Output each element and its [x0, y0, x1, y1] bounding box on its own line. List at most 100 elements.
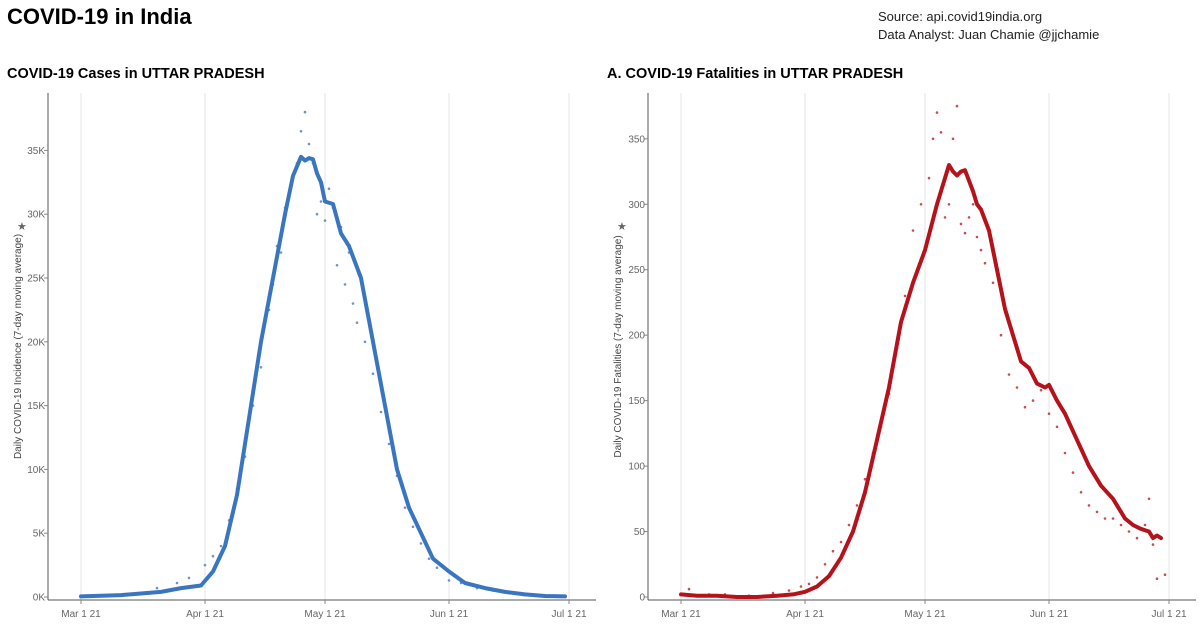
cases-y-tick-label: 35K — [27, 146, 45, 157]
cases-x-tick-label: Mar 1 21 — [61, 609, 101, 620]
cases-pin-icon: ★ — [17, 221, 27, 233]
fatalities-daily-point — [1119, 523, 1123, 527]
fatalities-daily-point — [927, 176, 931, 180]
fatalities-x-tick-label: Jul 1 21 — [1151, 609, 1186, 620]
fatalities-daily-point — [1103, 517, 1107, 520]
cases-chart-title: COVID-19 Cases in UTTAR PRADESH — [7, 66, 265, 82]
cases-daily-point — [319, 200, 323, 203]
cases-daily-point — [379, 410, 383, 414]
fatalities-daily-point — [1163, 573, 1167, 576]
cases-daily-point — [387, 442, 391, 446]
fatalities-y-tick-label: 300 — [628, 200, 645, 211]
cases-y-tick-label: 10K — [27, 465, 45, 476]
fatalities-daily-point — [991, 281, 995, 285]
analyst-text: Data Analyst: Juan Chamie @jjchamie — [878, 27, 1100, 42]
fatalities-daily-point — [1071, 471, 1075, 474]
cases-daily-point — [419, 542, 423, 545]
fatalities-daily-point — [1087, 504, 1091, 507]
fatalities-daily-point — [815, 576, 819, 579]
fatalities-daily-point — [831, 549, 835, 553]
fatalities-pin-icon: ★ — [617, 221, 627, 233]
fatalities-daily-point — [943, 216, 947, 219]
fatalities-y-tick-label: 0 — [639, 593, 645, 604]
fatalities-daily-point — [807, 582, 811, 586]
fatalities-daily-point — [959, 222, 963, 226]
fatalities-daily-point — [687, 587, 691, 591]
fatalities-daily-point — [971, 203, 975, 206]
fatalities-y-tick-label: 350 — [628, 134, 645, 145]
fatalities-daily-point — [975, 235, 979, 239]
cases-daily-point — [307, 142, 311, 146]
fatalities-daily-point — [955, 104, 959, 108]
cases-x-tick-label: May 1 21 — [304, 609, 346, 620]
cases-daily-point — [327, 187, 331, 190]
fatalities-daily-point — [1127, 530, 1131, 533]
cases-daily-point — [411, 525, 415, 529]
cases-y-tick-label: 0K — [33, 593, 46, 604]
fatalities-daily-point — [1031, 399, 1035, 402]
fatalities-y-tick-label: 200 — [628, 331, 645, 342]
cases-daily-point — [203, 563, 207, 567]
cases-daily-point — [351, 302, 355, 305]
cases-daily-point — [427, 557, 431, 560]
cases-y-tick-label: 30K — [27, 210, 45, 221]
cases-daily-point — [447, 579, 451, 582]
cases-x-tick-label: Apr 1 21 — [186, 609, 224, 620]
cases-y-tick-label: 20K — [27, 337, 45, 348]
cases-daily-point — [355, 321, 359, 324]
fatalities-daily-point — [1055, 425, 1059, 429]
fatalities-y-tick-label: 50 — [634, 527, 646, 538]
fatalities-x-tick-label: May 1 21 — [904, 609, 946, 620]
cases-x-tick-label: Jun 1 21 — [430, 609, 469, 620]
cases-daily-point — [323, 219, 327, 222]
fatalities-y-tick-label: 100 — [628, 462, 645, 473]
source-credit: Source: api.covid19india.org Data Analys… — [878, 8, 1099, 44]
fatalities-daily-point — [1047, 412, 1051, 416]
fatalities-daily-point — [1079, 491, 1083, 494]
fatalities-daily-point — [1007, 373, 1011, 376]
fatalities-moving-average-line — [679, 163, 1163, 599]
cases-daily-point — [343, 283, 347, 286]
cases-y-tick-label: 25K — [27, 274, 45, 285]
cases-daily-point — [363, 340, 367, 344]
cases-y-axis-label: Daily COVID-19 Incidence (7-day moving a… — [13, 234, 24, 459]
fatalities-chart-title: A. COVID-19 Fatalities in UTTAR PRADESH — [607, 66, 904, 82]
fatalities-daily-point — [1135, 536, 1139, 540]
fatalities-daily-point — [1023, 405, 1027, 409]
cases-daily-point — [259, 366, 263, 369]
fatalities-x-tick-label: Apr 1 21 — [786, 609, 824, 620]
fatalities-daily-point — [967, 216, 971, 219]
fatalities-daily-point — [855, 504, 859, 507]
cases-daily-point — [315, 212, 319, 216]
fatalities-daily-point — [983, 261, 987, 265]
fatalities-daily-point — [963, 231, 967, 235]
fatalities-daily-point — [919, 203, 923, 206]
fatalities-daily-point — [1147, 497, 1151, 501]
fatalities-daily-point — [931, 137, 935, 141]
fatalities-daily-point — [1143, 523, 1147, 527]
fatalities-daily-point — [839, 540, 843, 544]
fatalities-daily-point — [847, 523, 851, 527]
cases-y-tick-label: 5K — [33, 529, 46, 540]
cases-moving-average-line — [79, 154, 567, 599]
cases-x-tick-label: Jul 1 21 — [551, 609, 586, 620]
fatalities-daily-point — [951, 137, 955, 141]
fatalities-daily-point — [1151, 543, 1155, 546]
cases-daily-point — [403, 506, 407, 510]
cases-daily-point — [211, 554, 215, 558]
fatalities-y-tick-label: 150 — [628, 396, 645, 407]
fatalities-daily-point — [771, 591, 775, 595]
fatalities-daily-point — [823, 563, 827, 566]
cases-daily-point — [175, 581, 179, 585]
cases-daily-point — [335, 264, 339, 267]
fatalities-daily-point — [979, 248, 983, 252]
fatalities-daily-point — [1111, 517, 1115, 520]
fatalities-x-tick-label: Jun 1 21 — [1030, 609, 1069, 620]
cases-daily-point — [187, 576, 191, 580]
fatalities-daily-point — [903, 294, 907, 298]
fatalities-daily-point — [935, 111, 939, 114]
fatalities-y-axis-label: Daily COVID-19 Fatalities (7-day moving … — [613, 235, 624, 457]
fatalities-daily-point — [999, 333, 1003, 337]
fatalities-daily-point — [1063, 451, 1067, 455]
source-text: Source: api.covid19india.org — [878, 9, 1043, 24]
